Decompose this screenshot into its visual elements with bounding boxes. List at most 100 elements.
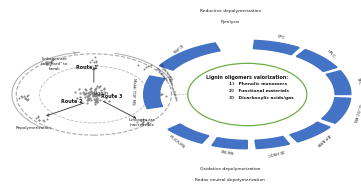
Point <box>140 120 145 123</box>
Text: LC-MS: LC-MS <box>171 42 183 53</box>
Point <box>92 93 98 96</box>
Point <box>101 100 107 103</box>
Point <box>36 119 42 122</box>
Point <box>95 85 100 88</box>
Point <box>87 88 93 91</box>
Point <box>92 99 98 102</box>
Text: Lignin: Lignin <box>93 91 109 96</box>
Polygon shape <box>212 138 247 149</box>
Point <box>21 94 27 97</box>
Point <box>47 63 53 66</box>
Text: 1)   Phenolic monomers: 1) Phenolic monomers <box>229 82 287 86</box>
Point <box>74 97 80 100</box>
Point <box>41 119 47 122</box>
Point <box>45 62 51 65</box>
Point <box>93 99 99 102</box>
Point <box>88 89 93 92</box>
Polygon shape <box>160 43 220 70</box>
Polygon shape <box>290 122 330 142</box>
Point <box>90 94 96 97</box>
Point <box>84 99 90 102</box>
Point <box>145 120 151 123</box>
Point <box>93 59 99 62</box>
Point <box>18 95 24 98</box>
Point <box>44 63 50 66</box>
Point <box>35 114 41 117</box>
Text: Lignin oligomers valorization:: Lignin oligomers valorization: <box>206 75 288 80</box>
Point <box>44 60 49 64</box>
Point <box>152 91 158 94</box>
Point <box>82 91 87 94</box>
Point <box>86 91 92 94</box>
Text: Route 2: Route 2 <box>61 99 83 104</box>
Point <box>91 93 97 96</box>
Point <box>159 92 165 95</box>
Point <box>101 87 106 90</box>
Point <box>22 97 28 100</box>
Point <box>99 88 104 91</box>
Point <box>84 101 90 105</box>
Point <box>143 118 149 121</box>
Text: ESI-MS: ESI-MS <box>221 150 234 157</box>
Point <box>78 96 83 99</box>
Point <box>85 94 91 97</box>
Point <box>92 101 98 104</box>
Point <box>88 90 94 93</box>
Point <box>88 86 94 89</box>
Point <box>23 97 29 100</box>
Point <box>157 92 163 95</box>
Point <box>92 87 98 90</box>
Point <box>148 64 154 67</box>
Point <box>73 91 78 94</box>
Text: Maldi TOF MS: Maldi TOF MS <box>130 78 136 105</box>
Point <box>91 60 97 63</box>
Point <box>26 98 31 101</box>
Point <box>85 97 91 100</box>
Point <box>82 92 88 95</box>
Point <box>93 92 99 95</box>
Point <box>86 94 92 97</box>
Point <box>93 93 99 96</box>
Point <box>90 91 96 94</box>
Point <box>46 61 52 64</box>
Point <box>93 87 99 90</box>
Point <box>135 63 141 66</box>
Point <box>163 94 169 97</box>
Point <box>142 68 147 71</box>
Text: 2D-HSQC: 2D-HSQC <box>266 149 284 157</box>
Point <box>92 92 98 95</box>
Point <box>145 65 151 68</box>
Polygon shape <box>296 50 337 71</box>
Point <box>94 98 100 101</box>
Point <box>33 117 39 120</box>
Point <box>49 60 55 63</box>
Point <box>95 63 100 66</box>
Text: Pyrolysis: Pyrolysis <box>221 20 240 24</box>
Point <box>103 96 109 99</box>
Point <box>93 93 99 96</box>
Point <box>45 63 51 66</box>
Point <box>80 91 86 94</box>
Point <box>90 90 95 93</box>
Point <box>48 60 54 63</box>
Point <box>92 102 98 105</box>
Text: HPLC: HPLC <box>326 49 336 59</box>
Point <box>97 99 103 102</box>
Point <box>157 94 163 97</box>
Text: 3)   Dicarboxylic acids/gas: 3) Dicarboxylic acids/gas <box>229 96 294 101</box>
Point <box>48 60 53 63</box>
Point <box>93 100 99 103</box>
Point <box>25 95 30 98</box>
Point <box>25 93 31 96</box>
Point <box>158 93 164 96</box>
Point <box>140 120 146 123</box>
Point <box>83 89 89 92</box>
Polygon shape <box>326 71 351 94</box>
Point <box>94 101 100 104</box>
Point <box>84 94 90 97</box>
Point <box>135 121 140 124</box>
Point <box>35 116 41 119</box>
Point <box>97 85 103 88</box>
Point <box>17 97 22 100</box>
Text: Linkages are
inaccessible: Linkages are inaccessible <box>129 118 155 127</box>
